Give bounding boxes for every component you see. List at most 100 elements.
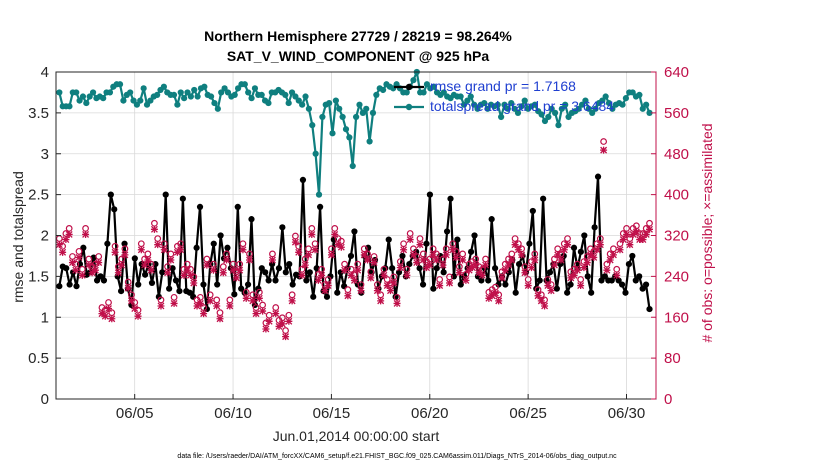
- obs-assimilated-point: [544, 282, 552, 290]
- y-tick-label: 4: [41, 64, 49, 81]
- rmse-point: [131, 255, 138, 262]
- totalspread-point: [575, 105, 582, 112]
- obs-assimilated-point: [632, 228, 640, 236]
- rmse-point: [471, 232, 478, 239]
- obs-assimilated-point: [321, 287, 329, 295]
- obs-assimilated-point: [327, 251, 335, 259]
- obs-assimilated-point: [180, 271, 188, 279]
- totalspread-point: [218, 89, 225, 96]
- rmse-point: [121, 240, 128, 247]
- obs-assimilated-point: [442, 251, 450, 259]
- obs-assimilated-point: [541, 302, 549, 310]
- rmse-point: [540, 195, 547, 202]
- y-tick-label: 0.5: [28, 350, 49, 367]
- obs-assimilated-point: [426, 261, 434, 269]
- obs-assimilated-point: [272, 310, 280, 318]
- rmse-point: [279, 224, 286, 231]
- obs-assimilated-point: [249, 297, 257, 305]
- rmse-point: [135, 281, 142, 288]
- y-tick-label: 1.5: [28, 268, 49, 285]
- obs-assimilated-point: [393, 299, 401, 307]
- totalspread-point: [127, 89, 134, 96]
- obs-assimilated-point: [78, 271, 86, 279]
- totalspread-point: [312, 150, 319, 157]
- rmse-point: [395, 269, 403, 276]
- y-right-tick-label: 0: [664, 391, 672, 408]
- rmse-point: [526, 240, 533, 247]
- obs-assimilated-point: [190, 279, 198, 287]
- rmse-point: [258, 265, 265, 272]
- obs-assimilated-point: [573, 266, 581, 274]
- obs-assimilated-point: [560, 246, 568, 254]
- obs-assimilated-point: [514, 246, 522, 254]
- totalspread-point: [339, 113, 346, 121]
- rmse-point: [155, 293, 162, 300]
- totalspread-point: [440, 89, 447, 96]
- rmse-point: [529, 207, 536, 215]
- obs-assimilated-point: [462, 276, 470, 284]
- obs-assimilated-point: [436, 282, 444, 290]
- rmse-point: [162, 191, 169, 198]
- rmse-point: [594, 173, 602, 180]
- obs-assimilated-point: [593, 246, 601, 254]
- obs-assimilated-point: [164, 269, 172, 277]
- totalspread-point: [565, 113, 572, 121]
- obs-assimilated-point: [390, 279, 398, 287]
- totalspread-point: [120, 97, 127, 104]
- obs-assimilated-point: [236, 266, 244, 274]
- rmse-point: [577, 248, 584, 255]
- totalspread-point: [177, 89, 184, 96]
- obs-assimilated-point: [406, 236, 414, 244]
- obs-assimilated-point: [65, 230, 73, 238]
- obs-assimilated-point: [518, 251, 526, 259]
- obs-assimilated-point: [301, 261, 309, 269]
- rmse-point: [488, 216, 495, 223]
- obs-assimilated-point: [446, 279, 454, 287]
- rmse-point: [66, 281, 73, 288]
- rmse-point: [104, 240, 111, 247]
- rmse-point: [63, 265, 70, 272]
- rmse-point: [512, 289, 519, 296]
- totalspread-point: [636, 91, 643, 98]
- rmse-point: [632, 277, 639, 284]
- y-axis-right-label: # of obs: o=possible; ×=assimilated: [699, 123, 715, 342]
- totalspread-point: [558, 105, 565, 112]
- rmse-point: [570, 244, 578, 251]
- rmse-point: [467, 248, 475, 255]
- totalspread-point: [514, 109, 522, 116]
- rmse-point: [588, 289, 595, 296]
- rmse-point: [327, 273, 334, 280]
- obs-assimilated-point: [364, 256, 372, 264]
- rmse-point: [646, 305, 653, 313]
- obs-assimilated-point: [439, 261, 447, 269]
- obs-assimilated-point: [298, 271, 306, 279]
- footnote: data file: /Users/raeder/DAI/ATM_forcXX/…: [177, 453, 617, 460]
- obs-assimilated-point: [226, 302, 234, 310]
- obs-assimilated-point: [183, 266, 191, 274]
- obs-assimilated-point: [639, 236, 647, 244]
- totalspread-point: [423, 81, 431, 88]
- rmse-point: [492, 265, 499, 272]
- obs-assimilated-point: [449, 246, 457, 254]
- obs-assimilated-point: [472, 261, 480, 269]
- obs-assimilated-point: [600, 146, 608, 154]
- obs-assimilated-point: [377, 297, 385, 305]
- obs-assimilated-point: [524, 282, 532, 290]
- legend: rmse grand pr = 1.7168 totalspread grand …: [394, 78, 614, 114]
- totalspread-point: [582, 97, 589, 104]
- totalspread-point: [551, 109, 559, 116]
- obs-assimilated-point: [206, 297, 214, 305]
- obs-assimilated-point: [232, 274, 240, 282]
- obs-assimilated-point: [613, 271, 621, 279]
- obs-assimilated-point: [219, 269, 227, 277]
- obs-assimilated-point: [157, 302, 165, 310]
- totalspread-point: [265, 99, 272, 107]
- totalspread-point: [457, 93, 464, 100]
- obs-assimilated-point: [491, 289, 499, 297]
- rmse-point: [172, 277, 180, 284]
- y-right-tick-label: 400: [664, 187, 689, 204]
- totalspread-point: [56, 89, 63, 96]
- obs-assimilated-point: [268, 256, 276, 264]
- totalspread-point: [76, 97, 83, 104]
